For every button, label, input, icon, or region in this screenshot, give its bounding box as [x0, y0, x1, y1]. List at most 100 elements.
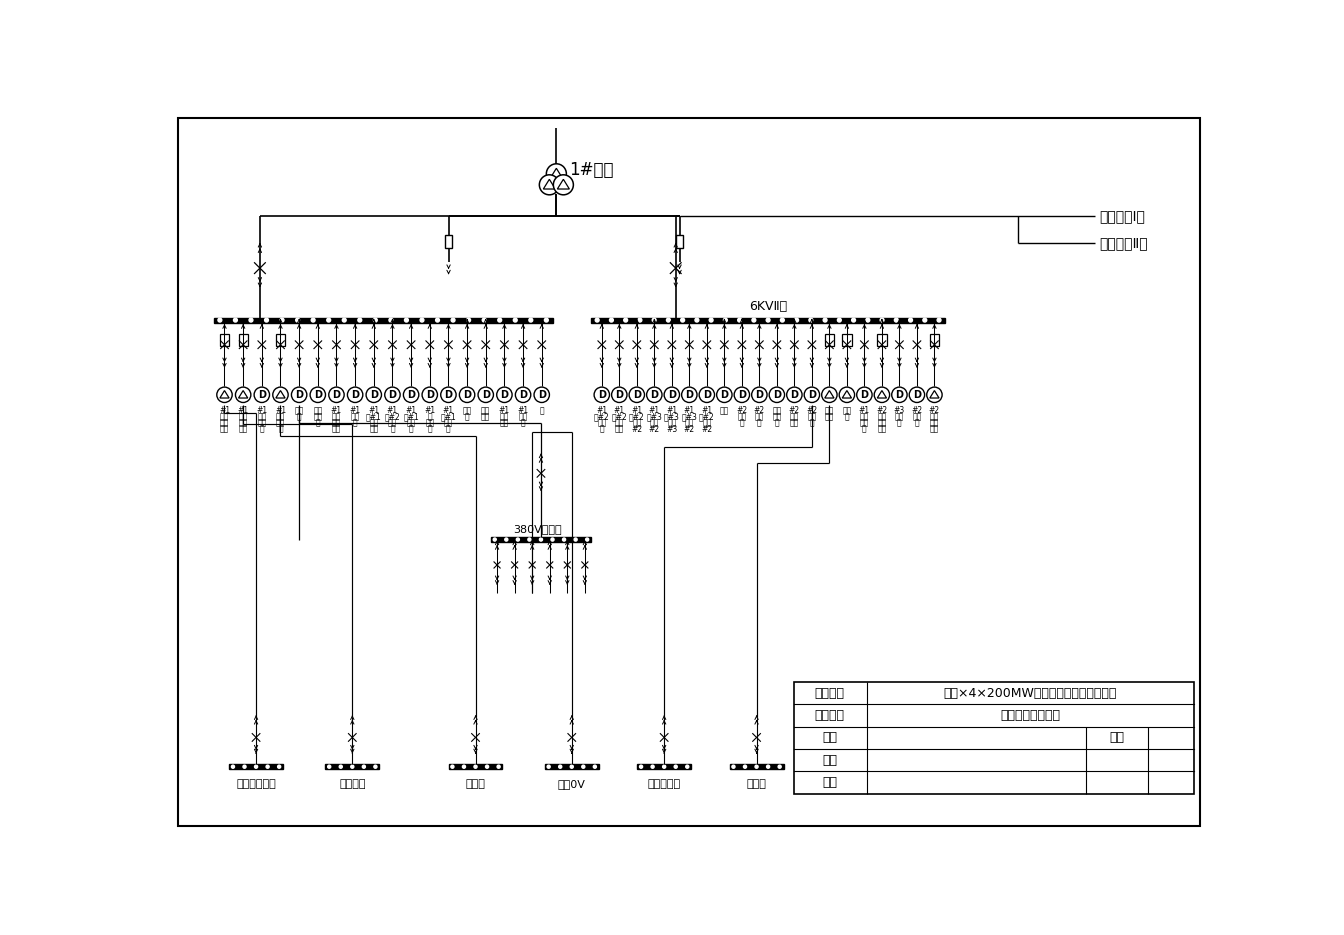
Text: 炉#2: 炉#2: [384, 412, 401, 422]
Text: 化学: 化学: [238, 412, 247, 422]
Text: D: D: [650, 390, 659, 400]
Circle shape: [466, 318, 470, 322]
Text: 审核: 审核: [823, 754, 837, 767]
Text: 机: 机: [427, 424, 431, 434]
Bar: [544, 765, 598, 769]
Text: 机#2: 机#2: [594, 412, 610, 422]
Circle shape: [937, 318, 941, 322]
Text: D: D: [388, 390, 396, 400]
Text: 互感: 互感: [790, 419, 798, 427]
Circle shape: [595, 318, 599, 322]
Circle shape: [351, 765, 353, 769]
Text: #2: #2: [737, 407, 747, 415]
Circle shape: [667, 318, 671, 322]
Circle shape: [794, 318, 798, 322]
Circle shape: [347, 387, 363, 402]
Text: #2: #2: [806, 407, 817, 415]
Circle shape: [594, 387, 609, 402]
Circle shape: [551, 538, 554, 541]
Text: 厂外: 厂外: [332, 412, 341, 422]
Text: D: D: [668, 390, 676, 400]
Circle shape: [804, 387, 820, 402]
Circle shape: [534, 387, 550, 402]
Circle shape: [766, 318, 770, 322]
Text: 泵: 泵: [520, 419, 526, 427]
Text: 备用: 备用: [720, 407, 728, 415]
Circle shape: [366, 387, 382, 402]
Circle shape: [891, 387, 907, 402]
Text: #3: #3: [667, 424, 677, 434]
Text: 机: 机: [259, 424, 265, 434]
Text: 循环: 循环: [481, 407, 491, 415]
Circle shape: [638, 318, 642, 322]
Text: 变: 变: [844, 412, 849, 422]
Circle shape: [732, 765, 735, 769]
Circle shape: [254, 765, 258, 769]
Circle shape: [738, 318, 742, 322]
Text: 引风: 引风: [425, 419, 434, 427]
Text: #1: #1: [349, 407, 360, 415]
Text: #1: #1: [859, 407, 870, 415]
Text: 制图: 制图: [1109, 731, 1125, 744]
Text: 炉#3: 炉#3: [664, 412, 680, 422]
Text: 工程名称: 工程名称: [814, 686, 845, 699]
Circle shape: [384, 387, 401, 402]
Circle shape: [266, 765, 269, 769]
Text: 电源: 电源: [332, 424, 341, 434]
Text: #1: #1: [238, 407, 249, 415]
Text: #2: #2: [632, 424, 642, 434]
Circle shape: [278, 765, 281, 769]
Text: 修配段: 修配段: [747, 779, 766, 788]
Text: 化学: 化学: [878, 412, 887, 422]
Text: 磨煌: 磨煌: [388, 419, 396, 427]
Circle shape: [422, 387, 437, 402]
Circle shape: [329, 387, 344, 402]
Text: D: D: [538, 390, 546, 400]
Circle shape: [460, 387, 474, 402]
Text: D: D: [633, 390, 641, 400]
Bar: [878, 334, 887, 346]
Text: 压器: 压器: [238, 424, 247, 434]
Text: #1: #1: [425, 407, 435, 415]
Text: 泵: 泵: [465, 412, 469, 422]
Text: 炉: 炉: [427, 412, 431, 422]
Circle shape: [646, 387, 663, 402]
Circle shape: [751, 387, 767, 402]
Circle shape: [663, 765, 665, 769]
Circle shape: [516, 538, 519, 541]
Circle shape: [280, 318, 284, 322]
Text: #1: #1: [331, 407, 341, 415]
Circle shape: [462, 765, 465, 769]
Circle shape: [837, 318, 841, 322]
Circle shape: [234, 318, 238, 322]
Text: 厂甸0V: 厂甸0V: [558, 779, 586, 788]
Circle shape: [909, 318, 913, 322]
Bar: [214, 318, 552, 324]
Text: 变压: 变压: [808, 412, 817, 422]
Text: #1: #1: [368, 407, 379, 415]
Text: 水泵: 水泵: [500, 419, 509, 427]
Text: D: D: [738, 390, 746, 400]
Text: #1: #1: [219, 407, 230, 415]
Text: D: D: [790, 390, 798, 400]
Text: 碎煌: 碎煌: [351, 412, 360, 422]
Bar: [238, 334, 247, 346]
Circle shape: [680, 318, 684, 322]
Circle shape: [923, 318, 927, 322]
Text: 互感: 互感: [313, 412, 323, 422]
Text: D: D: [519, 390, 527, 400]
Circle shape: [593, 765, 597, 769]
Circle shape: [852, 318, 856, 322]
Text: 日期: 日期: [823, 776, 837, 789]
Text: 凝结: 凝结: [500, 412, 509, 422]
Circle shape: [310, 387, 325, 402]
Circle shape: [894, 318, 898, 322]
Text: D: D: [351, 390, 359, 400]
Circle shape: [249, 318, 253, 322]
Text: D: D: [407, 390, 415, 400]
Circle shape: [474, 765, 477, 769]
Circle shape: [723, 318, 727, 322]
Circle shape: [243, 765, 246, 769]
Circle shape: [216, 387, 233, 402]
Text: 炉#2: 炉#2: [629, 412, 645, 422]
